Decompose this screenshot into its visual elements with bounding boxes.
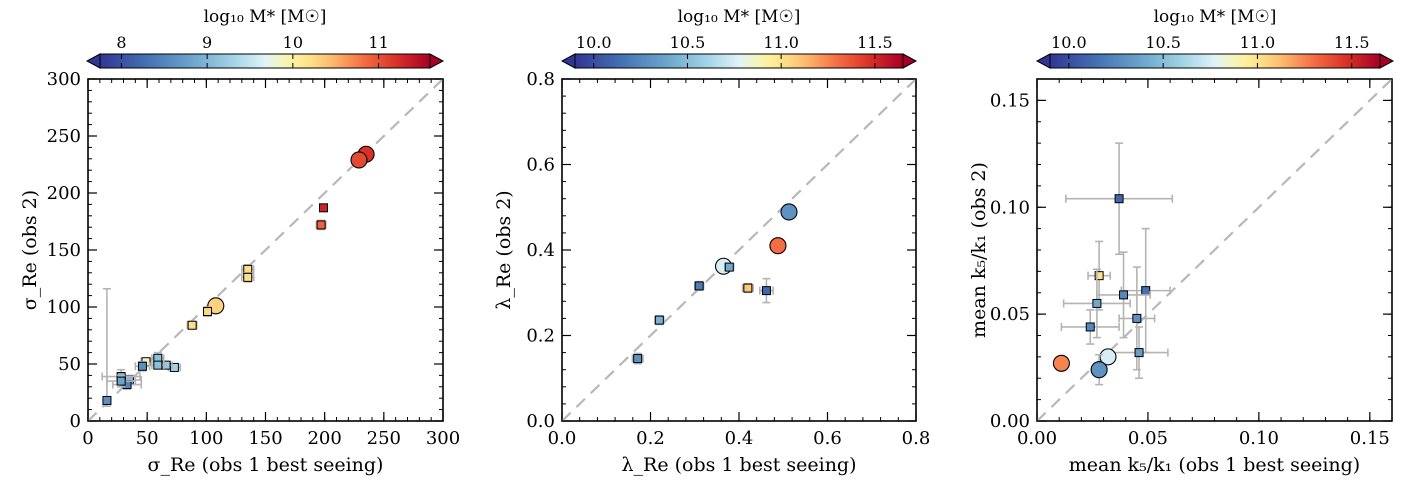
data-point-square (1134, 348, 1144, 358)
x-tick-label: 300 (426, 428, 460, 449)
y-tick-label: 0.6 (526, 155, 555, 176)
x-axis-label: σ_Re (obs 1 best seeing) (148, 454, 384, 476)
y-tick-label: 250 (47, 126, 81, 147)
y-tick-label: 200 (47, 183, 81, 204)
data-point-square (654, 315, 664, 325)
y-tick-label: 50 (58, 354, 81, 375)
y-tick-label: 0.00 (990, 411, 1030, 432)
data-point-square (743, 283, 753, 293)
data-point-square (694, 281, 704, 291)
y-tick-label: 0 (70, 411, 81, 432)
panel-1: 8 9 10 11 log₁₀ M* [M☉] 0 50 100 150 200 250 300 0 50… (19, 7, 460, 476)
data-point-square (102, 395, 112, 405)
x-tick-label: 50 (136, 428, 159, 449)
y-tick-label: 0.05 (990, 304, 1030, 325)
colorbar-label: log₁₀ M* [M☉] (678, 7, 801, 27)
colorbar-low-arrow (85, 53, 101, 69)
colorbar-label: log₁₀ M* [M☉] (1154, 7, 1277, 27)
data-point-circle (1052, 354, 1070, 372)
y-axis-label: λ_Re (obs 2) (493, 190, 515, 309)
data-point-circle (780, 203, 798, 221)
colorbar-tick-label: 10.5 (1145, 33, 1181, 52)
y-tick-label: 300 (47, 69, 81, 90)
y-axis-label: σ_Re (obs 2) (19, 190, 41, 310)
colorbar-tick-label: 8 (116, 33, 126, 52)
data-point-square (187, 320, 197, 330)
data-point-square (761, 286, 771, 296)
x-tick-label: 0.10 (1239, 428, 1279, 449)
data-point-square (318, 203, 328, 213)
colorbar-tick-label: 11.0 (763, 33, 799, 52)
colorbar-low-arrow (1035, 53, 1051, 69)
y-tick-label: 0.10 (990, 197, 1030, 218)
colorbar (1049, 53, 1381, 69)
data-point-square (1114, 194, 1124, 204)
one-to-one-line (561, 78, 917, 422)
data-point-circle (769, 237, 787, 255)
data-point-square (1132, 313, 1142, 323)
x-tick-label: 0.15 (1350, 428, 1390, 449)
colorbar-tick-label: 11 (368, 33, 388, 52)
data-point-square (1085, 322, 1095, 332)
colorbar-tick-label: 11.0 (1240, 33, 1276, 52)
colorbar-tick-label: 11.5 (857, 33, 893, 52)
colorbar-tick-label: 10.0 (1051, 33, 1087, 52)
colorbar-high-arrow (902, 53, 918, 69)
data-point-circle (1090, 361, 1108, 379)
x-tick-label: 250 (367, 428, 401, 449)
data-point-square (137, 361, 147, 371)
y-tick-label: 0.4 (526, 240, 555, 261)
panel-2: 10.0 10.5 11.0 11.5 log₁₀ M* [M☉] 0.0 0.2 0.4 0.… (493, 7, 930, 476)
data-point-square (203, 307, 213, 317)
colorbar-tick-label: 10.0 (576, 33, 612, 52)
y-tick-label: 150 (47, 240, 81, 261)
colorbar-high-arrow (1379, 53, 1395, 69)
colorbar-low-arrow (560, 53, 576, 69)
x-axis-label: mean k₅/k₁ (obs 1 best seeing) (1069, 454, 1360, 476)
data-point-square (243, 272, 253, 282)
y-tick-label: 0.8 (526, 69, 555, 90)
x-axis-label: λ_Re (obs 1 best seeing) (621, 454, 856, 476)
x-tick-label: 0.8 (902, 428, 931, 449)
x-tick-label: 0.6 (813, 428, 842, 449)
y-tick-label: 0.0 (526, 411, 555, 432)
y-tick-label: 100 (47, 297, 81, 318)
data-point-square (1141, 286, 1151, 296)
x-tick-label: 0.2 (636, 428, 665, 449)
x-tick-label: 0.0 (548, 428, 577, 449)
data-point-square (153, 360, 163, 370)
colorbar-label: log₁₀ M* [M☉] (204, 7, 327, 27)
colorbar (99, 53, 431, 69)
y-tick-label: 0.2 (526, 326, 555, 347)
panel-3: 10.0 10.5 11.0 11.5 log₁₀ M* [M☉] 0.00 0.05 0.1… (968, 7, 1395, 476)
data-point-square (1094, 271, 1104, 281)
data-point-square (316, 220, 326, 230)
data-point-square (1092, 298, 1102, 308)
x-tick-label: 100 (189, 428, 223, 449)
x-tick-label: 0 (82, 428, 93, 449)
x-tick-label: 0.00 (1017, 428, 1057, 449)
colorbar (574, 53, 904, 69)
colorbar-tick-label: 10 (283, 33, 303, 52)
data-point-circle (1099, 348, 1117, 366)
data-point-square (724, 262, 734, 272)
colorbar-tick-label: 11.5 (1334, 33, 1370, 52)
colorbar-tick-label: 10.5 (670, 33, 706, 52)
x-tick-label: 150 (248, 428, 282, 449)
y-axis-label: mean k₅/k₁ (obs 2) (968, 162, 990, 338)
data-point-square (116, 376, 126, 386)
data-point-circle (350, 151, 368, 169)
colorbar-tick-label: 9 (202, 33, 212, 52)
x-tick-label: 0.05 (1128, 428, 1168, 449)
y-tick-label: 0.15 (990, 90, 1030, 111)
data-point-square (1119, 290, 1129, 300)
colorbar-high-arrow (429, 53, 445, 69)
one-to-one-line (1036, 78, 1393, 422)
data-point-square (633, 354, 643, 364)
x-tick-label: 0.4 (725, 428, 754, 449)
x-tick-label: 200 (307, 428, 341, 449)
